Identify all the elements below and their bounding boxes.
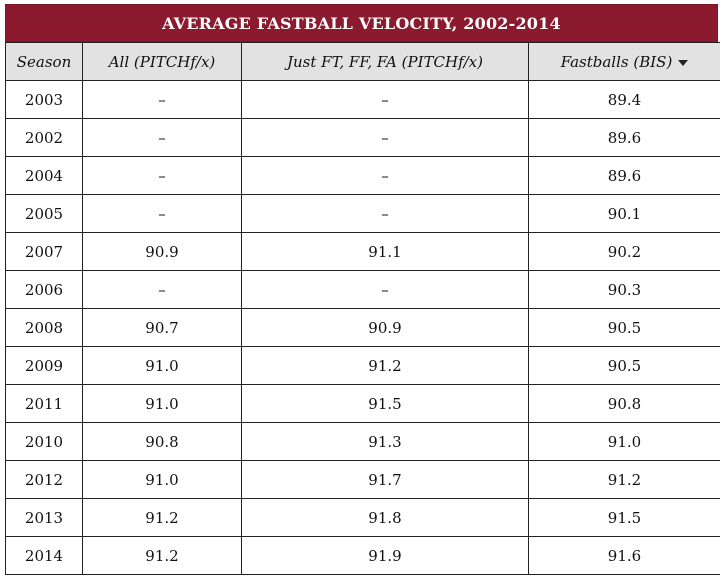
cell-all: 91.2 (83, 537, 242, 575)
cell-bis: 89.6 (529, 157, 720, 195)
cell-season: 2011 (6, 385, 83, 423)
table-title: AVERAGE FASTBALL VELOCITY, 2002-2014 (5, 4, 718, 42)
table-row: 2004––89.6 (6, 157, 720, 195)
cell-just: – (242, 271, 529, 309)
table-row: 2006––90.3 (6, 271, 720, 309)
cell-all: – (83, 271, 242, 309)
column-header-just-ft-ff-fa[interactable]: Just FT, FF, FA (PITCHf/x) (242, 43, 529, 81)
cell-season: 2009 (6, 347, 83, 385)
cell-just: 91.5 (242, 385, 529, 423)
velocity-table-container: AVERAGE FASTBALL VELOCITY, 2002-2014 Sea… (5, 4, 718, 575)
cell-all: 90.8 (83, 423, 242, 461)
cell-season: 2008 (6, 309, 83, 347)
cell-just: – (242, 195, 529, 233)
cell-season: 2004 (6, 157, 83, 195)
column-header-season[interactable]: Season (6, 43, 83, 81)
header-row: Season All (PITCHf/x) Just FT, FF, FA (P… (6, 43, 720, 81)
table-row: 2005––90.1 (6, 195, 720, 233)
cell-all: 91.2 (83, 499, 242, 537)
cell-season: 2012 (6, 461, 83, 499)
cell-just: 91.7 (242, 461, 529, 499)
cell-bis: 91.5 (529, 499, 720, 537)
cell-just: 91.3 (242, 423, 529, 461)
column-header-all-label: All (PITCHf/x) (109, 53, 216, 71)
column-header-season-label: Season (17, 53, 72, 71)
cell-just: 91.2 (242, 347, 529, 385)
cell-bis: 89.6 (529, 119, 720, 157)
cell-all: – (83, 119, 242, 157)
cell-just: – (242, 119, 529, 157)
cell-all: 90.7 (83, 309, 242, 347)
cell-just: 91.8 (242, 499, 529, 537)
cell-bis: 91.6 (529, 537, 720, 575)
cell-all: – (83, 157, 242, 195)
cell-bis: 90.5 (529, 309, 720, 347)
cell-bis: 91.0 (529, 423, 720, 461)
cell-all: – (83, 195, 242, 233)
cell-season: 2010 (6, 423, 83, 461)
velocity-table: Season All (PITCHf/x) Just FT, FF, FA (P… (5, 42, 720, 575)
column-header-bis-label: Fastballs (BIS) (561, 53, 673, 71)
cell-season: 2007 (6, 233, 83, 271)
sort-descending-icon (678, 60, 688, 66)
cell-season: 2014 (6, 537, 83, 575)
cell-bis: 91.2 (529, 461, 720, 499)
cell-season: 2006 (6, 271, 83, 309)
cell-all: 91.0 (83, 461, 242, 499)
table-row: 2003––89.4 (6, 81, 720, 119)
cell-season: 2003 (6, 81, 83, 119)
cell-all: 91.0 (83, 347, 242, 385)
cell-bis: 90.5 (529, 347, 720, 385)
cell-season: 2002 (6, 119, 83, 157)
cell-bis: 90.1 (529, 195, 720, 233)
cell-bis: 90.2 (529, 233, 720, 271)
cell-all: 90.9 (83, 233, 242, 271)
column-header-fastballs-bis[interactable]: Fastballs (BIS) (529, 43, 720, 81)
cell-season: 2005 (6, 195, 83, 233)
cell-season: 2013 (6, 499, 83, 537)
cell-just: 91.1 (242, 233, 529, 271)
column-header-all-pitchfx[interactable]: All (PITCHf/x) (83, 43, 242, 81)
column-header-just-label: Just FT, FF, FA (PITCHf/x) (287, 53, 483, 71)
cell-bis: 90.3 (529, 271, 720, 309)
table-row: 2002––89.6 (6, 119, 720, 157)
cell-all: 91.0 (83, 385, 242, 423)
cell-bis: 89.4 (529, 81, 720, 119)
cell-bis: 90.8 (529, 385, 720, 423)
cell-just: – (242, 157, 529, 195)
cell-just: – (242, 81, 529, 119)
cell-just: 91.9 (242, 537, 529, 575)
cell-just: 90.9 (242, 309, 529, 347)
cell-all: – (83, 81, 242, 119)
